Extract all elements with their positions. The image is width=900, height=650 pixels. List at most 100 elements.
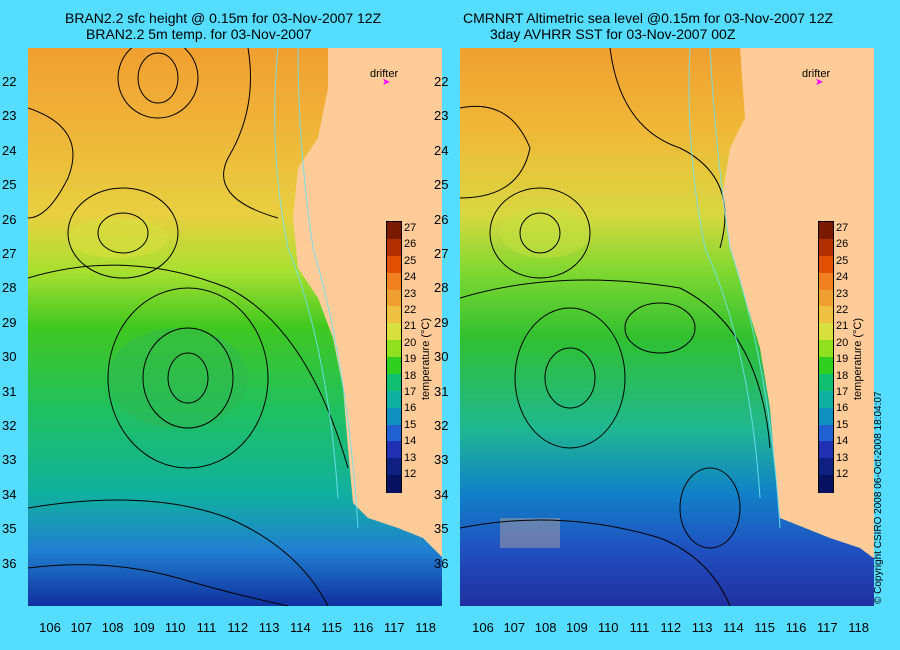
right-colorbar: [818, 221, 834, 493]
colorbar-tick-label: 15: [404, 418, 417, 431]
latitude-label: 23: [2, 108, 17, 124]
latitude-label: 28: [434, 280, 449, 296]
colorbar-segment: [819, 407, 833, 425]
longitude-label: 112: [227, 620, 249, 635]
latitude-label: 33: [434, 452, 449, 468]
longitude-label: 109: [133, 620, 155, 635]
colorbar-tick-label: 21: [404, 320, 417, 333]
latitude-label: 31: [2, 383, 17, 399]
latitude-label: 25: [434, 177, 449, 193]
colorbar-segment: [387, 323, 401, 341]
colorbar-tick-label: 22: [836, 304, 849, 316]
colorbar-segment: [387, 441, 401, 459]
colorbar-tick-label: 24: [404, 271, 417, 284]
right-drifter-label: drifter: [802, 68, 831, 80]
left-latitude-labels: 22 23 24 25 26 27 28 29 30 31 32 33 34 35 36: [2, 0, 26, 650]
colorbar-segment: [387, 458, 401, 476]
colorbar-segment: [387, 340, 401, 358]
colorbar-segment: [387, 475, 401, 493]
colorbar-tick-label: 23: [404, 287, 417, 300]
colorbar-segment: [819, 424, 833, 442]
longitude-label: 117: [816, 620, 838, 635]
colorbar-segment: [819, 373, 833, 392]
right-temperature-field: [460, 48, 874, 606]
colorbar-segment: [819, 238, 833, 257]
right-drifter-marker: ➤: [815, 77, 824, 88]
longitude-label: 113: [691, 620, 713, 635]
longitude-label: 106: [472, 620, 494, 635]
right-title-line2: 3day AVHRR SST for 03-Nov-2007 00Z: [490, 26, 736, 42]
colorbar-tick-label: 15: [836, 418, 849, 431]
right-latitude-labels: 22 23 24 25 26 27 28 29 30 31 32 33 34 35 36: [434, 0, 458, 650]
latitude-label: 35: [434, 521, 449, 537]
latitude-label: 32: [434, 418, 449, 433]
colorbar-segment: [387, 222, 401, 240]
colorbar-tick-label: 23: [836, 287, 849, 300]
colorbar-segment: [819, 340, 833, 358]
colorbar-segment: [387, 407, 401, 425]
colorbar-segment: [819, 357, 833, 375]
left-title-line1: BRAN2.2 sfc height @ 0.15m for 03-Nov-20…: [65, 10, 382, 26]
latitude-label: 35: [2, 521, 17, 537]
colorbar-tick-label: 27: [404, 222, 417, 234]
longitude-label: 113: [258, 620, 280, 635]
latitude-label: 34: [434, 486, 449, 502]
colorbar-tick-label: 18: [836, 369, 849, 382]
colorbar-segment: [819, 272, 833, 290]
colorbar-tick-label: 13: [404, 451, 417, 464]
longitude-label: 117: [383, 620, 405, 635]
colorbar-tick-label: 25: [836, 254, 849, 267]
colorbar-tick-label: 12: [404, 468, 417, 480]
longitude-label: 115: [754, 620, 776, 635]
longitude-label: 110: [164, 620, 186, 635]
latitude-label: 28: [2, 280, 17, 296]
colorbar-segment: [819, 441, 833, 459]
longitude-label: 111: [629, 620, 650, 635]
latitude-label: 25: [2, 177, 17, 193]
colorbar-tick-label: 17: [404, 386, 417, 398]
longitude-label: 110: [597, 620, 619, 635]
colorbar-tick-label: 14: [836, 435, 849, 448]
colorbar-segment: [819, 323, 833, 341]
colorbar-tick-label: 19: [836, 353, 849, 366]
colorbar-tick-label: 25: [404, 254, 417, 267]
colorbar-segment: [387, 272, 401, 290]
colorbar-tick-label: 13: [836, 451, 849, 464]
colorbar-segment: [387, 424, 401, 442]
longitude-label: 109: [566, 620, 588, 635]
latitude-label: 33: [2, 452, 17, 468]
colorbar-segment: [387, 255, 401, 274]
longitude-label: 114: [723, 620, 744, 635]
longitude-label: 112: [660, 620, 682, 635]
colorbar-segment: [819, 390, 833, 409]
right-map-panel: [460, 48, 874, 606]
colorbar-segment: [819, 222, 833, 240]
colorbar-segment: [819, 458, 833, 476]
colorbar-tick-label: 18: [404, 369, 417, 382]
longitude-label: 118: [415, 620, 436, 635]
latitude-label: 23: [434, 108, 449, 124]
colorbar-segment: [387, 238, 401, 257]
colorbar-tick-label: 20: [404, 336, 417, 349]
colorbar-segment: [819, 306, 833, 324]
colorbar-segment: [819, 289, 833, 307]
latitude-label: 29: [2, 314, 17, 330]
longitude-label: 108: [534, 620, 557, 635]
left-temperature-field: [28, 48, 442, 606]
right-colorbar-title: temperature (°C): [852, 317, 864, 400]
longitude-label: 108: [101, 620, 124, 635]
colorbar-tick-label: 16: [836, 402, 849, 415]
longitude-label: 114: [290, 620, 311, 635]
longitude-label: 115: [321, 620, 343, 635]
colorbar-tick-label: 12: [836, 468, 849, 480]
longitude-label: 116: [352, 620, 374, 635]
latitude-label: 24: [2, 142, 17, 158]
latitude-label: 27: [434, 246, 449, 261]
latitude-label: 36: [2, 555, 17, 571]
latitude-label: 22: [434, 74, 449, 89]
left-map-panel: [28, 48, 442, 606]
colorbar-segment: [387, 289, 401, 307]
copyright-text: © Copyright CSIRO 2008 06-Oct-2008 18:04…: [873, 391, 884, 605]
latitude-label: 26: [2, 211, 17, 227]
longitude-label: 111: [196, 620, 217, 635]
